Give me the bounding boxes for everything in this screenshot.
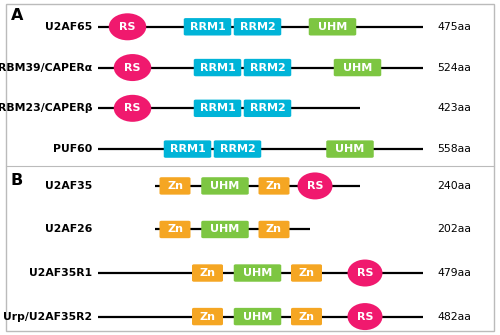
FancyBboxPatch shape — [192, 308, 223, 325]
FancyBboxPatch shape — [258, 177, 290, 195]
Text: Zn: Zn — [266, 181, 282, 191]
Text: 475aa: 475aa — [438, 22, 472, 32]
Text: RRM1: RRM1 — [170, 144, 205, 154]
Text: U2AF65: U2AF65 — [45, 22, 92, 32]
Text: 558aa: 558aa — [438, 144, 472, 154]
Text: U2AF35R1: U2AF35R1 — [30, 268, 92, 278]
Text: 482aa: 482aa — [438, 312, 472, 322]
Text: UHM: UHM — [343, 63, 372, 73]
FancyBboxPatch shape — [194, 59, 242, 76]
FancyBboxPatch shape — [309, 18, 356, 36]
FancyBboxPatch shape — [160, 221, 190, 238]
Text: 479aa: 479aa — [438, 268, 472, 278]
FancyBboxPatch shape — [164, 140, 211, 158]
Text: UHM: UHM — [210, 181, 240, 191]
Text: RRM1: RRM1 — [200, 103, 235, 113]
Text: RRM2: RRM2 — [220, 144, 256, 154]
Text: RS: RS — [357, 312, 373, 322]
Text: 423aa: 423aa — [438, 103, 472, 113]
Text: UHM: UHM — [318, 22, 347, 32]
FancyBboxPatch shape — [234, 18, 281, 36]
Text: U2AF35: U2AF35 — [45, 181, 92, 191]
FancyBboxPatch shape — [201, 177, 249, 195]
Text: Urp/U2AF35R2: Urp/U2AF35R2 — [4, 312, 92, 322]
Text: UHM: UHM — [336, 144, 364, 154]
FancyBboxPatch shape — [334, 59, 382, 76]
Text: Zn: Zn — [167, 224, 183, 234]
FancyBboxPatch shape — [6, 4, 494, 331]
FancyBboxPatch shape — [258, 221, 290, 238]
Text: RRM2: RRM2 — [240, 22, 276, 32]
FancyBboxPatch shape — [291, 308, 322, 325]
Text: Zn: Zn — [298, 268, 314, 278]
FancyBboxPatch shape — [244, 59, 291, 76]
Text: RRM2: RRM2 — [250, 63, 286, 73]
FancyBboxPatch shape — [160, 177, 190, 195]
Text: A: A — [11, 8, 24, 22]
FancyBboxPatch shape — [234, 264, 281, 282]
Text: Zn: Zn — [200, 268, 216, 278]
Text: RS: RS — [357, 268, 373, 278]
Text: 524aa: 524aa — [438, 63, 472, 73]
FancyBboxPatch shape — [192, 264, 223, 282]
Text: UHM: UHM — [210, 224, 240, 234]
Text: RRM1: RRM1 — [200, 63, 235, 73]
Text: B: B — [11, 173, 23, 188]
Ellipse shape — [298, 173, 332, 199]
Ellipse shape — [114, 95, 151, 122]
Ellipse shape — [114, 54, 151, 81]
Text: 202aa: 202aa — [438, 224, 472, 234]
Text: Zn: Zn — [266, 224, 282, 234]
Ellipse shape — [109, 13, 146, 40]
Text: PUF60: PUF60 — [53, 144, 92, 154]
Text: RS: RS — [120, 22, 136, 32]
Text: Zn: Zn — [167, 181, 183, 191]
Ellipse shape — [348, 303, 382, 330]
Ellipse shape — [348, 260, 382, 286]
FancyBboxPatch shape — [244, 99, 291, 117]
FancyBboxPatch shape — [291, 264, 322, 282]
FancyBboxPatch shape — [214, 140, 261, 158]
Text: RRM2: RRM2 — [250, 103, 286, 113]
Text: 240aa: 240aa — [438, 181, 472, 191]
Text: Zn: Zn — [298, 312, 314, 322]
FancyBboxPatch shape — [326, 140, 374, 158]
Text: RS: RS — [124, 103, 141, 113]
FancyBboxPatch shape — [201, 221, 249, 238]
FancyBboxPatch shape — [234, 308, 281, 325]
Text: UHM: UHM — [243, 312, 272, 322]
Text: Zn: Zn — [200, 312, 216, 322]
Text: RRM1: RRM1 — [190, 22, 226, 32]
FancyBboxPatch shape — [194, 99, 242, 117]
Text: RBM23/CAPERβ: RBM23/CAPERβ — [0, 103, 92, 113]
Text: RBM39/CAPERα: RBM39/CAPERα — [0, 63, 92, 73]
Text: UHM: UHM — [243, 268, 272, 278]
Text: U2AF26: U2AF26 — [45, 224, 92, 234]
Text: RS: RS — [307, 181, 323, 191]
FancyBboxPatch shape — [184, 18, 231, 36]
Text: RS: RS — [124, 63, 141, 73]
